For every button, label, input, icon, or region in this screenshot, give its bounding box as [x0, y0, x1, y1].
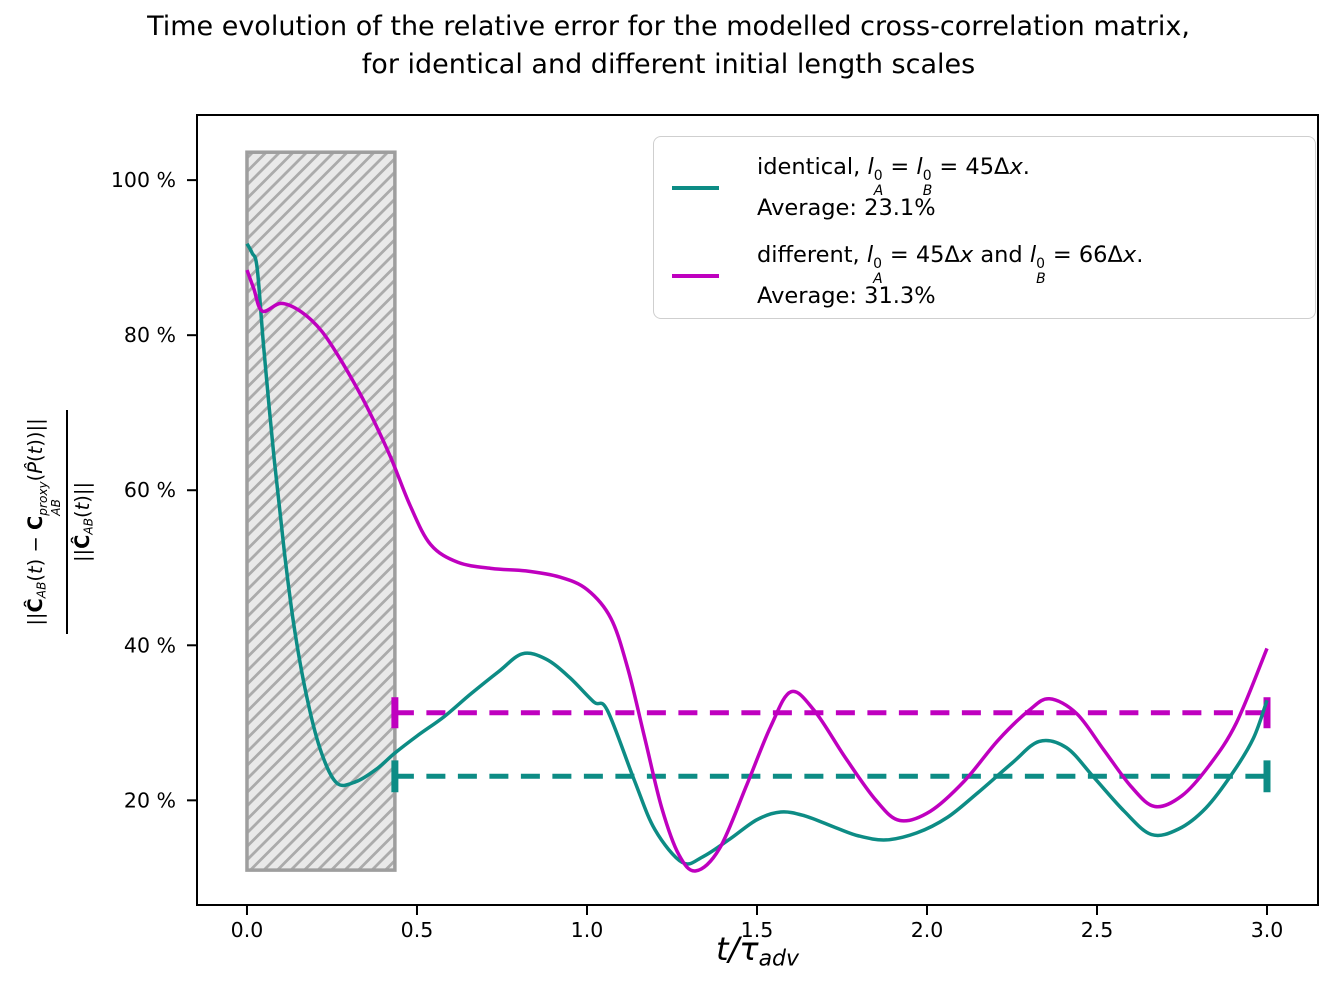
y-tick-label: 100 %: [111, 168, 176, 192]
legend-label-text: different,: [757, 242, 867, 268]
paren: ): [70, 495, 94, 503]
sub-AB: AB: [34, 581, 49, 599]
sub-adv: adv: [758, 946, 800, 972]
var-l: l: [916, 154, 923, 180]
slash: /: [728, 930, 740, 968]
paren: (: [24, 454, 47, 462]
legend-label-text: .: [1136, 242, 1144, 268]
C-proxy: C: [24, 515, 47, 530]
sup-0: 0: [922, 168, 932, 185]
x-tick-label: 1.0: [571, 918, 604, 942]
legend-swatch-different: [672, 273, 719, 278]
legend-label-text: =: [883, 154, 917, 180]
sub-B: B: [1036, 270, 1046, 287]
legend-average-identical: Average: 23.1%: [757, 195, 936, 221]
paren: ): [24, 439, 47, 447]
norm-bar: ||: [24, 612, 47, 626]
y-tick-label: 60 %: [124, 478, 176, 502]
shaded-initial-region: [245, 150, 397, 872]
var-t: t: [70, 502, 94, 511]
paren: ): [24, 431, 47, 440]
x-tick-label: 3.0: [1251, 918, 1284, 942]
sub-AB: AB: [81, 518, 96, 535]
P-hat: P̂: [24, 461, 47, 474]
legend-swatch-identical: [672, 185, 719, 190]
x-tick-label: 0.5: [401, 918, 434, 942]
sub-B: B: [922, 182, 933, 199]
x-tick-label: 2.0: [911, 918, 944, 942]
var-l: l: [866, 242, 874, 268]
sub-A: A: [873, 182, 884, 199]
series-line-identical: [245, 242, 1269, 866]
chart-title-line2: for identical and different initial leng…: [361, 49, 976, 80]
sub-A: A: [873, 270, 883, 287]
paren: (: [70, 510, 94, 518]
norm-bar: ||: [24, 418, 47, 432]
x-tick-label: 1.5: [741, 918, 774, 942]
minus-sign: −: [24, 530, 47, 559]
series-line-different: [245, 269, 1269, 873]
y-axis-fraction-denominator: ||ĈAB(t)||: [68, 410, 97, 633]
paren: ): [24, 558, 47, 567]
C-hat: Ĉ: [70, 534, 94, 549]
C-hat: Ĉ: [24, 598, 47, 613]
var-t: t: [24, 566, 47, 575]
var-x: x: [959, 242, 974, 268]
paren: (: [24, 574, 47, 582]
x-tick-label: 2.5: [1081, 918, 1114, 942]
norm-bar: ||: [70, 481, 94, 496]
var-tau: τ: [739, 930, 759, 968]
legend-label-text: = 45Δ: [932, 154, 1010, 180]
legend-label-text: .: [1022, 154, 1030, 180]
y-tick-label: 80 %: [124, 323, 176, 347]
norm-bar: ||: [70, 548, 94, 563]
legend-label-text: and: [973, 242, 1030, 268]
y-tick-label: 20 %: [124, 788, 176, 812]
y-tick-label: 40 %: [124, 633, 176, 657]
paren: (: [24, 473, 47, 482]
sup-0: 0: [873, 168, 883, 185]
legend-label-text: = 66Δ: [1045, 242, 1123, 268]
legend-label-text: = 45Δ: [882, 242, 960, 268]
chart-title-line1: Time evolution of the relative error for…: [147, 11, 1190, 42]
var-l: l: [1029, 242, 1037, 268]
var-x: x: [1009, 154, 1023, 180]
var-x: x: [1122, 242, 1137, 268]
x-axis-label: t/τadv: [197, 930, 1318, 972]
var-t: t: [24, 446, 47, 455]
legend-line-identical: [672, 185, 719, 190]
legend-label-text: identical,: [757, 154, 868, 180]
chart-title: Time evolution of the relative error for…: [0, 8, 1337, 84]
var-l: l: [867, 154, 874, 180]
legend-line-different: [672, 273, 719, 278]
sup-0: 0: [1036, 256, 1045, 273]
var-t: t: [715, 930, 729, 968]
sub-AB: AB: [49, 499, 64, 516]
x-tick-label: 0.0: [231, 918, 264, 942]
legend-average-different: Average: 31.3%: [757, 283, 936, 309]
sup-0: 0: [873, 256, 883, 273]
